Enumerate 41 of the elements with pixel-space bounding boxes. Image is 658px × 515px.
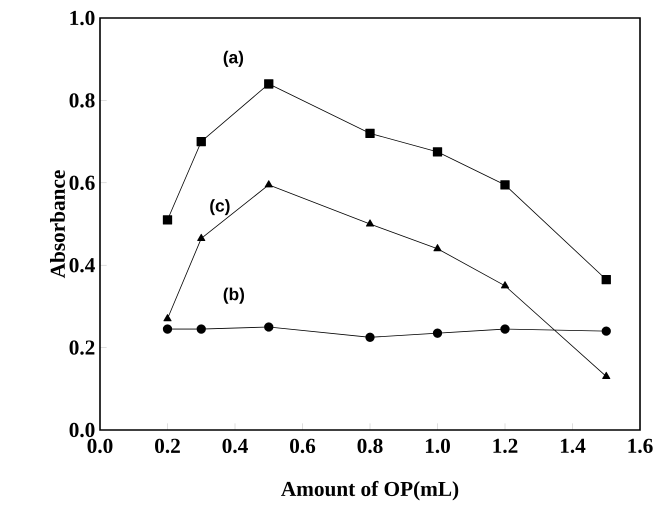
point (163, 314, 172, 322)
point (264, 79, 274, 89)
point (196, 136, 206, 146)
x-tick-label: 0.6 (290, 438, 316, 454)
point (197, 234, 206, 241)
series-label: (b) (224, 288, 244, 304)
point (433, 244, 442, 252)
point (500, 324, 510, 334)
x-axis-title: Amount of OP(mL) (281, 480, 458, 500)
y-tick-label: 0.0 (70, 422, 94, 438)
x-tick-label: 1.0 (426, 438, 450, 454)
y-axis-title: Absorbance (50, 170, 65, 278)
y-tick-label: 0.4 (70, 258, 95, 272)
point (196, 324, 206, 334)
point (602, 326, 611, 336)
point (602, 372, 610, 379)
series-label: (a) (224, 50, 244, 67)
point (432, 328, 442, 338)
point (162, 215, 172, 225)
point (264, 322, 274, 332)
series-label: (c) (210, 199, 230, 216)
x-tick-label: 0.0 (88, 438, 112, 454)
x-tick-label: 0.8 (358, 438, 383, 454)
y-tick-label: 0.8 (70, 93, 95, 108)
x-tick-label: 1.4 (560, 438, 586, 454)
point (264, 180, 273, 188)
y-tick-label: 0.6 (70, 176, 95, 190)
y-tick-label: 0.2 (70, 340, 94, 355)
x-tick-label: 1.6 (628, 438, 653, 454)
point (365, 128, 375, 138)
x-tick-label: 0.4 (222, 438, 248, 454)
point (432, 147, 442, 157)
point (365, 332, 375, 342)
x-tick-label: 0.2 (155, 438, 180, 454)
point (500, 180, 510, 190)
point (366, 219, 374, 227)
y-tick-label: 1.0 (70, 10, 94, 26)
x-tick-label: 1.2 (493, 438, 518, 454)
point (602, 274, 611, 284)
point (162, 324, 172, 334)
point (500, 281, 510, 288)
